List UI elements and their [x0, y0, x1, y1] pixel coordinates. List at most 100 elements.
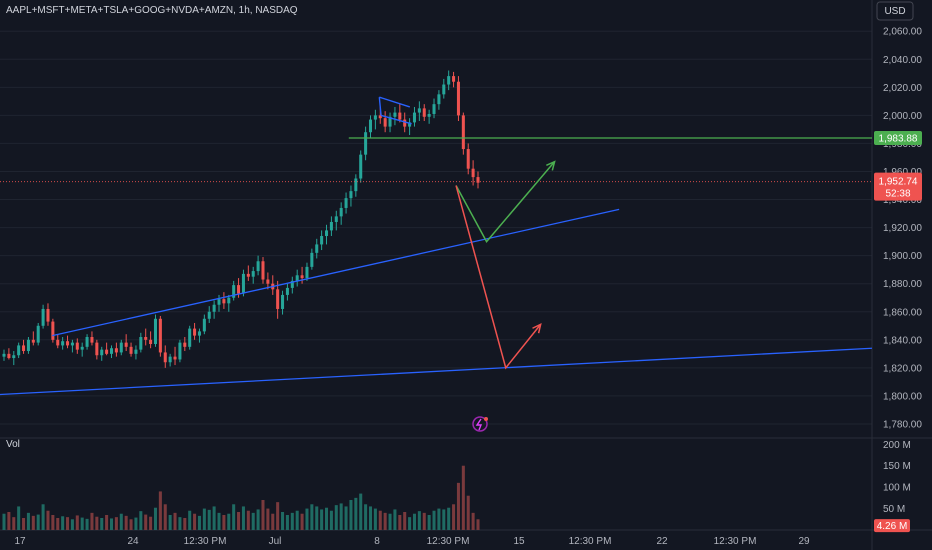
indicator-icon[interactable]	[472, 416, 488, 432]
volume-bar	[56, 518, 60, 530]
last-price-tag[interactable]	[874, 172, 922, 201]
candle-body	[281, 294, 285, 309]
level-price-tag[interactable]	[874, 130, 922, 145]
volume-bar	[329, 510, 333, 530]
volume-tick-label: 200 M	[883, 440, 911, 451]
candle-body	[153, 318, 157, 345]
volume-bar	[320, 509, 324, 530]
volume-bar	[432, 510, 436, 530]
volume-bar	[417, 511, 421, 530]
candle-body	[129, 346, 133, 354]
candle-body	[22, 345, 26, 352]
time-tick-label: 29	[798, 536, 810, 547]
projection-path-0[interactable]	[455, 161, 556, 243]
candle-body	[197, 331, 201, 336]
candle-body	[447, 76, 451, 85]
candle-body	[144, 337, 148, 340]
current-volume-tag[interactable]	[874, 519, 910, 533]
candle-body	[359, 154, 363, 179]
volume-bar	[109, 518, 114, 530]
volume-bar	[383, 512, 387, 530]
volume-bar	[349, 500, 353, 530]
candle-body	[7, 353, 11, 359]
time-axis[interactable]: 17 24 12:30 PM Jul 8 12:30 PM 15 12:30 PM 22 12:3…	[14, 536, 810, 547]
currency-button-label[interactable]: USD	[884, 6, 905, 17]
candle-body	[114, 348, 118, 353]
flag-left-edge[interactable]	[378, 97, 382, 116]
candles	[2, 70, 480, 368]
candle-body	[149, 339, 153, 345]
volume-bar	[276, 502, 280, 530]
flag-lower-line[interactable]	[380, 114, 412, 125]
indicator-icon-ring[interactable]	[472, 416, 488, 432]
candle-body	[124, 342, 128, 347]
volume-tick-label: 150 M	[883, 461, 911, 472]
time-tick-label: 24	[127, 536, 139, 547]
symbol-header: AAPL+MSFT+META+TSLA+GOOG+NVDA+AMZN, 1h, …	[6, 5, 298, 16]
candle-body	[403, 119, 407, 127]
drawings[interactable]	[0, 96, 873, 396]
price-tick-label: 2,060.00	[883, 27, 922, 38]
time-tick-label: 15	[513, 536, 525, 547]
volume-tick-label: 100 M	[883, 483, 911, 494]
candle-body	[31, 339, 35, 343]
candle-body	[393, 112, 397, 117]
currency-button-frame[interactable]	[876, 1, 914, 21]
notification-dot-icon	[484, 417, 488, 421]
candle-body	[388, 116, 392, 127]
candle-body	[246, 273, 250, 277]
volume-axis[interactable]: 200 M 150 M 100 M 50 M 4.26 M	[874, 440, 911, 533]
candle-body	[51, 321, 55, 340]
volume-bar	[149, 516, 153, 530]
candle-body	[368, 119, 373, 133]
projection-path-1[interactable]	[455, 185, 542, 370]
price-tick-label: 2,000.00	[883, 111, 922, 122]
volume-bar	[51, 515, 55, 530]
candle-body	[26, 339, 30, 352]
volume-tick-label: 50 M	[883, 504, 905, 515]
candle-body	[173, 356, 177, 360]
currency-button[interactable]: USD	[876, 1, 914, 21]
candle-body	[329, 221, 333, 231]
volume-bar	[202, 508, 206, 530]
volume-bar	[285, 515, 289, 530]
candle-body	[241, 273, 245, 294]
candle-body	[109, 348, 114, 354]
price-tick-label: 1,920.00	[883, 223, 922, 234]
candle-body	[452, 76, 456, 82]
trendline-1[interactable]	[52, 208, 620, 337]
volume-bar	[100, 518, 104, 530]
volume-bar	[70, 519, 74, 530]
volume-bar	[241, 506, 245, 530]
candle-body	[80, 346, 84, 350]
price-tick-label: 1,840.00	[883, 335, 922, 346]
volume-bar	[237, 512, 241, 530]
volume-bar	[212, 506, 216, 530]
candle-body	[398, 112, 402, 120]
trendline-0[interactable]	[0, 347, 873, 396]
candle-body	[66, 341, 70, 346]
price-axis[interactable]: 2,060.002,040.002,020.002,000.001,980.00…	[874, 27, 922, 431]
volume-bar	[163, 504, 167, 530]
candle-body	[178, 342, 182, 360]
time-tick-label: 22	[656, 536, 668, 547]
candle-body	[261, 261, 265, 280]
candle-body	[412, 112, 416, 123]
flag-upper-line[interactable]	[379, 96, 411, 108]
volume-bar	[173, 512, 177, 530]
volume-bar	[2, 513, 6, 530]
volume-bar	[41, 504, 45, 530]
candle-body	[300, 275, 304, 279]
candle-body	[61, 341, 65, 346]
time-tick-label: 12:30 PM	[714, 536, 757, 547]
candle-body	[75, 342, 79, 350]
projection-arrowhead-1	[532, 323, 542, 334]
price-tick-label: 2,040.00	[883, 55, 922, 66]
candle-body	[437, 94, 441, 105]
candle-body	[139, 337, 143, 350]
volume-bar	[153, 507, 157, 530]
volume-bar	[427, 515, 431, 530]
candle-body	[168, 356, 172, 363]
candle-body	[315, 244, 319, 253]
